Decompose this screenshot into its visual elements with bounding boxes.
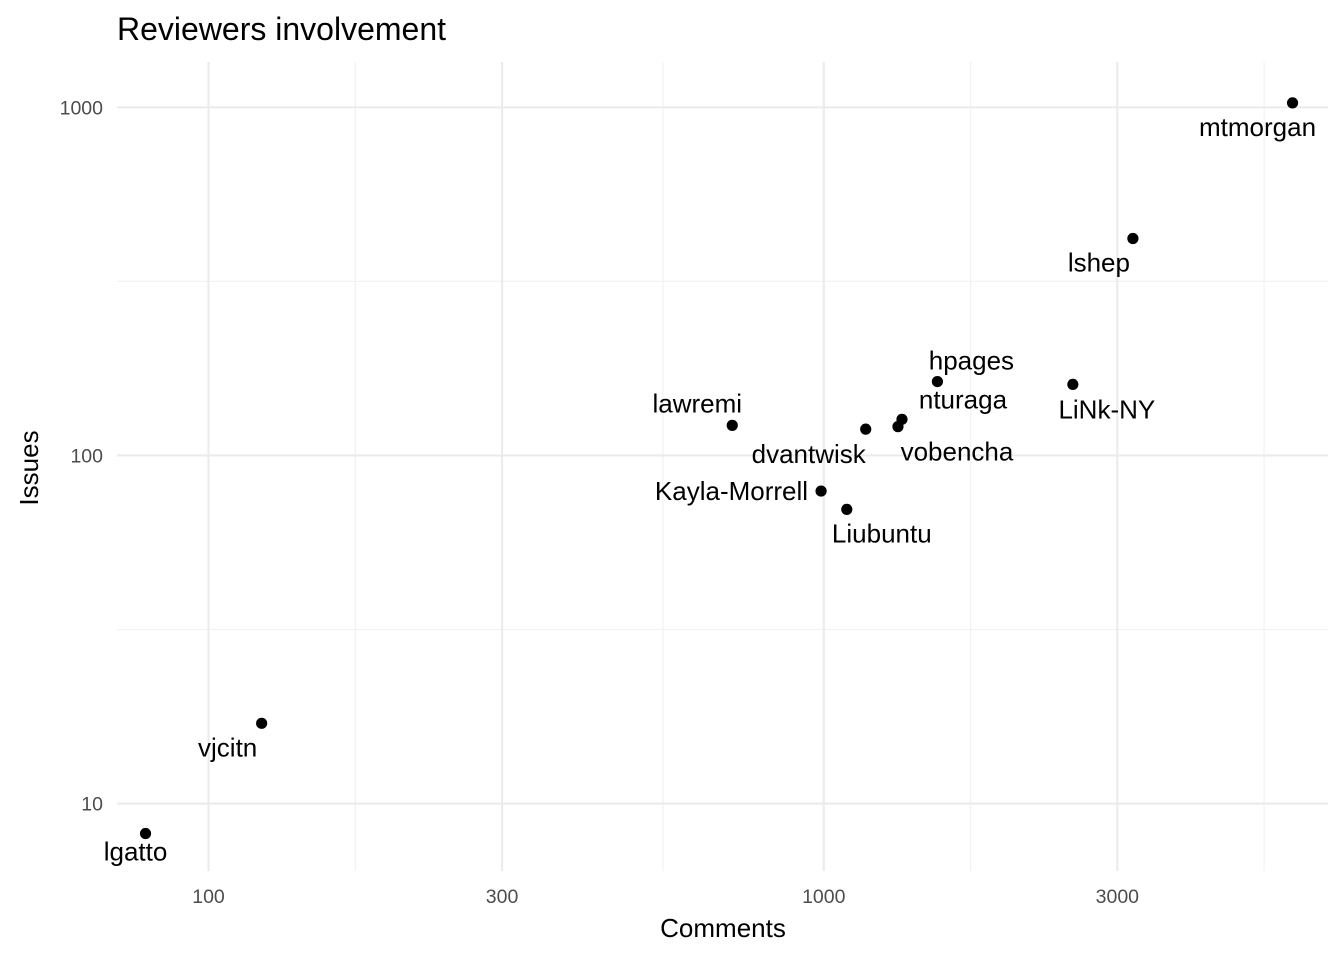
data-point-lgatto xyxy=(139,827,152,840)
data-points xyxy=(139,97,1299,840)
data-point-liubuntu xyxy=(841,503,853,515)
data-point-kayla-morrell xyxy=(815,485,827,497)
point-label: lshep xyxy=(1068,248,1130,278)
y-axis-ticks: 10 100 1000 xyxy=(60,97,104,815)
data-point-lshep xyxy=(1127,232,1139,245)
point-label: mtmorgan xyxy=(1199,112,1316,142)
point-label: hpages xyxy=(929,346,1014,376)
point-label: Kayla-Morrell xyxy=(655,476,808,506)
x-axis-ticks: 100 300 1000 3000 xyxy=(192,886,1139,908)
point-label: LiNk-NY xyxy=(1058,394,1155,424)
data-point-vobencha xyxy=(892,421,904,433)
point-label: nturaga xyxy=(919,384,1008,414)
y-axis-title: Issues xyxy=(14,430,44,505)
y-tick-label: 10 xyxy=(81,794,103,816)
x-tick-label: 1000 xyxy=(802,886,846,908)
data-point-lawremi xyxy=(726,419,738,431)
x-tick-label: 3000 xyxy=(1096,886,1140,908)
data-point-vjcitn xyxy=(256,717,268,729)
point-label: vjcitn xyxy=(198,732,257,762)
data-point-mtmorgan xyxy=(1286,97,1299,109)
point-label: lgatto xyxy=(104,837,168,867)
point-label: vobencha xyxy=(901,437,1014,467)
minor-gridlines xyxy=(117,62,1328,871)
point-label: lawremi xyxy=(652,388,742,418)
chart-title: Reviewers involvement xyxy=(117,11,446,47)
point-labels: mtmorgan lshep LiNk-NY hpages nturaga vobench… xyxy=(104,112,1316,867)
point-label: Liubuntu xyxy=(832,518,932,548)
x-tick-label: 300 xyxy=(486,886,519,908)
x-tick-label: 100 xyxy=(192,886,225,908)
data-point-dvantwisk xyxy=(860,423,872,435)
data-point-link-ny xyxy=(1067,378,1079,390)
point-label: dvantwisk xyxy=(752,439,867,469)
x-axis-title: Comments xyxy=(660,913,786,943)
y-tick-label: 1000 xyxy=(60,97,104,119)
major-gridlines xyxy=(117,62,1328,871)
data-point-hpages xyxy=(931,375,944,388)
y-tick-label: 100 xyxy=(70,445,103,467)
